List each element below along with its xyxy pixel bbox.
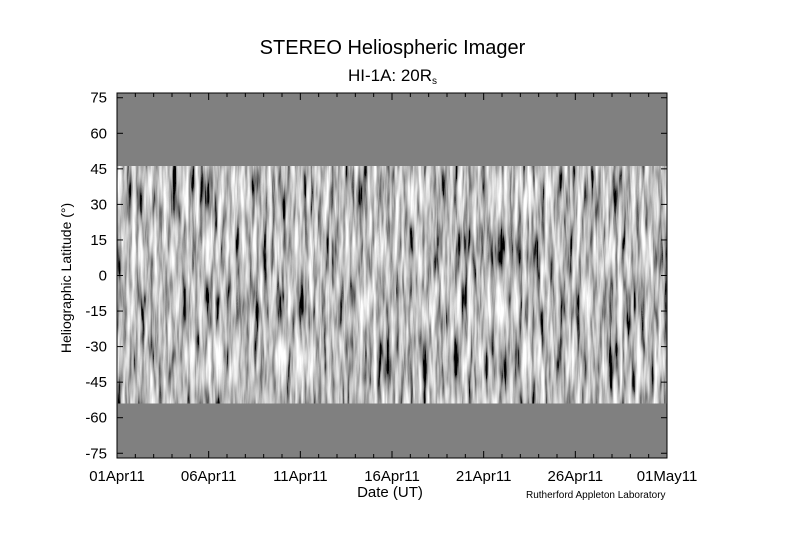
y-tick-label: -60 [85, 410, 107, 427]
chart-title: STEREO Heliospheric Imager [259, 37, 526, 59]
y-axis: 75 60 45 30 15 0 -15 -30 -45 -60 -75 [85, 90, 667, 462]
x-axis-label: Date (UT) [357, 484, 423, 501]
chart-subtitle: HI-1A: 20Rs [0, 66, 785, 87]
y-axis-label: Heliographic Latitude (°) [58, 202, 74, 354]
data-band [117, 166, 667, 404]
y-tick-label: -75 [85, 445, 107, 462]
plot-area [116, 92, 668, 459]
y-tick-label: 45 [90, 161, 107, 178]
x-tick-label: 06Apr11 [181, 468, 237, 485]
y-tick-label: 30 [90, 196, 107, 213]
x-tick-label: 01May11 [637, 468, 698, 485]
credit-text: Rutherford Appleton Laboratory [526, 490, 666, 501]
y-tick-label: -15 [85, 303, 107, 320]
x-axis: 01Apr11 06Apr11 11Apr11 16Apr11 21Apr11 26Apr… [89, 93, 697, 485]
y-tick-label: 60 [90, 125, 107, 142]
x-tick-label: 01Apr11 [89, 468, 145, 485]
y-tick-label: 15 [90, 232, 107, 249]
x-tick-label: 26Apr11 [548, 468, 604, 485]
subtitle-main: HI-1A: 20R [347, 66, 433, 85]
subtitle-subscript: s [432, 76, 438, 87]
y-tick-label: 75 [90, 90, 107, 107]
x-tick-label: 21Apr11 [456, 468, 512, 485]
y-tick-label: -30 [85, 339, 107, 356]
y-tick-label: 0 [99, 268, 107, 285]
y-tick-label: -45 [85, 374, 107, 391]
x-tick-label: 11Apr11 [273, 468, 328, 485]
x-tick-label: 16Apr11 [364, 468, 420, 485]
